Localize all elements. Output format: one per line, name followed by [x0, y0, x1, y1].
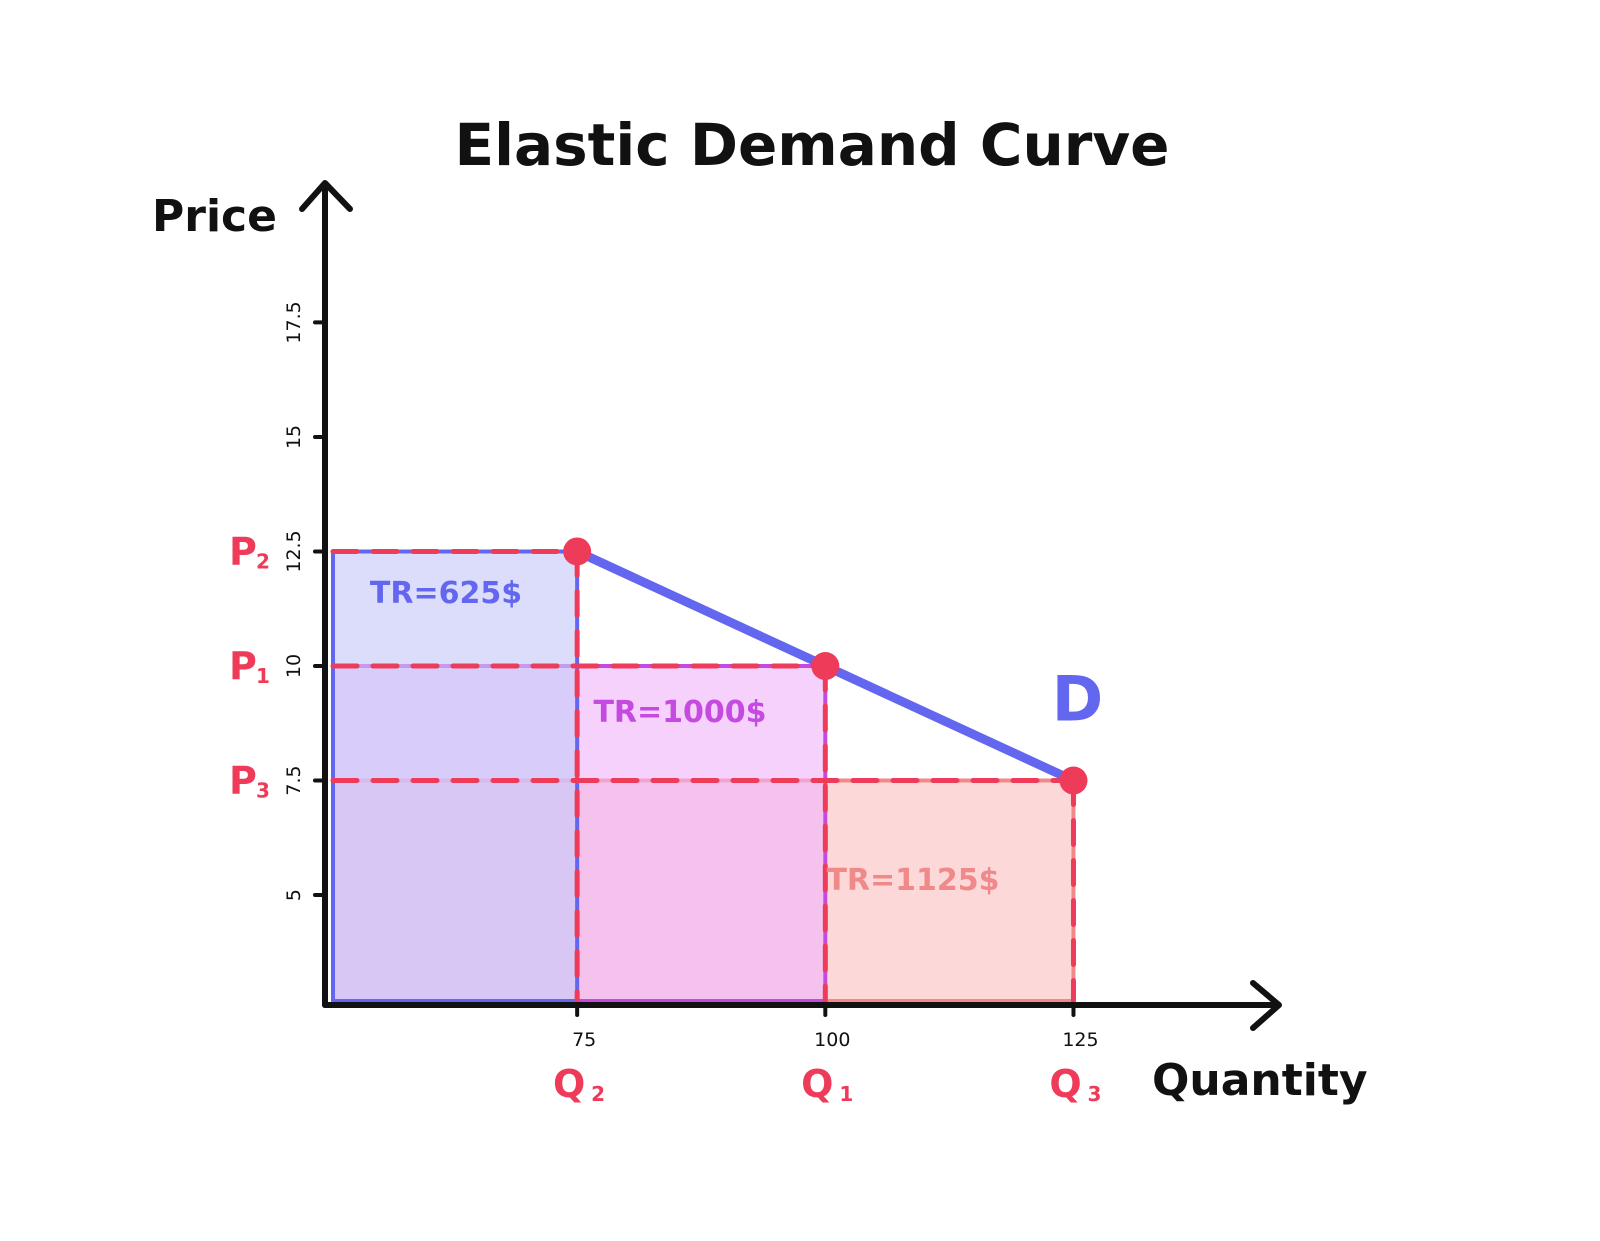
demand-curve-label: D [1052, 663, 1103, 736]
price-marker-letter: P [229, 529, 257, 573]
tr-label-1: TR=625$ [370, 576, 522, 611]
y-tick-label: 17.5 [283, 301, 305, 343]
revenue-rects-layer [331, 549, 1076, 1004]
quantity-marker-subscript: 3 [1087, 1082, 1101, 1106]
labels-layer: TR=625$TR=1000$TR=1125$P 2P 1P 3Q 2 Q 1 Q 3 [229, 529, 1101, 1106]
demand-point-3 [1059, 766, 1088, 795]
demand-point-2 [811, 652, 840, 681]
quantity-marker-letter: Q [801, 1062, 833, 1106]
quantity-marker-letter: Q [553, 1062, 585, 1106]
ticks-layer: 5 7.5 10 12.5 15 17.5 75 100 125 [283, 301, 1099, 1051]
price-marker-subscript: 3 [256, 779, 270, 803]
x-tick-label: 75 [572, 1029, 596, 1051]
revenue-rect-3 [331, 549, 580, 1004]
price-marker-subscript: 1 [256, 664, 270, 688]
tr-label-3: TR=1125$ [826, 863, 999, 898]
x-tick-label: 125 [1062, 1029, 1098, 1051]
quantity-marker-letter: Q [1049, 1062, 1081, 1106]
demand-point-1 [563, 537, 592, 566]
x-tick-label: 100 [814, 1029, 850, 1051]
y-axis-arrow [299, 180, 353, 212]
quantity-marker-subscript: 2 [591, 1082, 605, 1106]
y-tick-label: 15 [283, 425, 305, 449]
x-axis-arrow [1250, 980, 1282, 1031]
quantity-marker-subscript: 1 [839, 1082, 853, 1106]
chart-title: Elastic Demand Curve [454, 111, 1169, 179]
price-marker-subscript: 2 [256, 549, 270, 573]
price-marker-letter: P [229, 644, 257, 688]
y-axis-title: Price [152, 191, 277, 242]
price-marker-letter: P [229, 759, 257, 803]
y-tick-label: 10 [283, 654, 305, 678]
y-tick-label: 12.5 [283, 530, 305, 572]
y-tick-label: 7.5 [283, 765, 305, 795]
tr-label-2: TR=1000$ [593, 695, 766, 730]
x-axis-title: Quantity [1152, 1055, 1368, 1106]
y-tick-label: 5 [283, 889, 305, 901]
demand-curve-layer: D [563, 537, 1103, 795]
dashed-guides-layer [330, 548, 1076, 1004]
